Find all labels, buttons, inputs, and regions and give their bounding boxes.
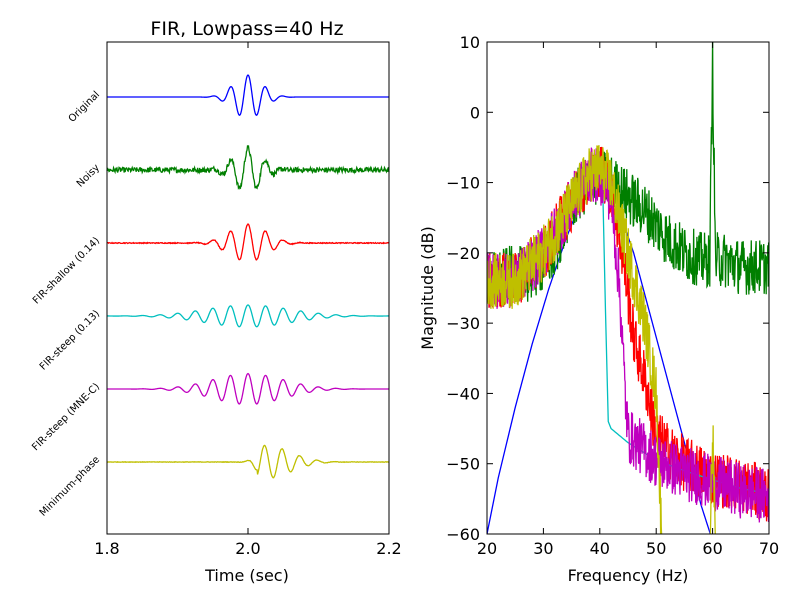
time-trace-line [107,372,389,405]
time-row-label: FIR-steep (0.13) [38,308,102,372]
frequency-x-tick-label: 30 [533,539,553,558]
frequency-y-tick-label: −20 [446,244,480,263]
time-trace-line [106,144,390,190]
time-x-tick-label: 2.0 [235,539,260,558]
time-row-label: FIR-shallow (0.14) [31,235,102,306]
frequency-y-tick-label: 0 [470,103,480,122]
frequency-plot-frame [486,41,770,535]
time-plot-title: FIR, Lowpass=40 Hz [150,18,343,40]
frequency-y-tick-label: 10 [460,33,480,52]
frequency-x-ticks: 20 30 40 50 60 70 [477,42,779,558]
frequency-x-axis-label: Frequency (Hz) [568,566,689,585]
time-x-ticks: 1.8 2.0 2.2 [94,42,402,558]
time-row-label: Minimum-phase [38,454,102,518]
time-trace-line [107,74,389,116]
frequency-x-tick-label: 20 [477,539,497,558]
time-row-label: Original [67,89,102,124]
time-traces [106,74,390,479]
frequency-x-tick-label: 50 [646,539,666,558]
frequency-y-axis-label: Magnitude (dB) [418,226,437,349]
frequency-y-tick-label: −60 [446,525,480,544]
frequency-y-tick-label: −10 [446,174,480,193]
frequency-y-tick-label: −30 [446,314,480,333]
time-x-tick-label: 1.8 [94,539,119,558]
frequency-series-line [487,181,712,534]
time-trace-line [106,223,390,261]
time-trace-line [107,304,389,328]
time-trace-line [106,444,390,479]
frequency-x-tick-label: 70 [759,539,779,558]
frequency-x-tick-label: 40 [590,539,610,558]
frequency-series-line [487,145,716,534]
frequency-series-line [487,174,769,495]
frequency-y-tick-label: −40 [446,384,480,403]
frequency-x-tick-label: 60 [702,539,722,558]
time-plot: FIR, Lowpass=40 Hz Original Noisy FIR-shal… [30,18,401,585]
time-x-tick-label: 2.2 [376,539,401,558]
frequency-series [487,42,769,534]
frequency-plot: 20 30 40 50 60 70 10 0 −10 −20 −30 −40 −50 −60 Frequ… [418,33,779,585]
frequency-y-tick-label: −50 [446,455,480,474]
time-row-label: Noisy [75,162,102,189]
time-row-label: FIR-steep (MNE-C) [30,381,102,453]
time-x-axis-label: Time (sec) [204,566,289,585]
frequency-y-ticks: 10 0 −10 −20 −30 −40 −50 −60 [446,33,769,544]
